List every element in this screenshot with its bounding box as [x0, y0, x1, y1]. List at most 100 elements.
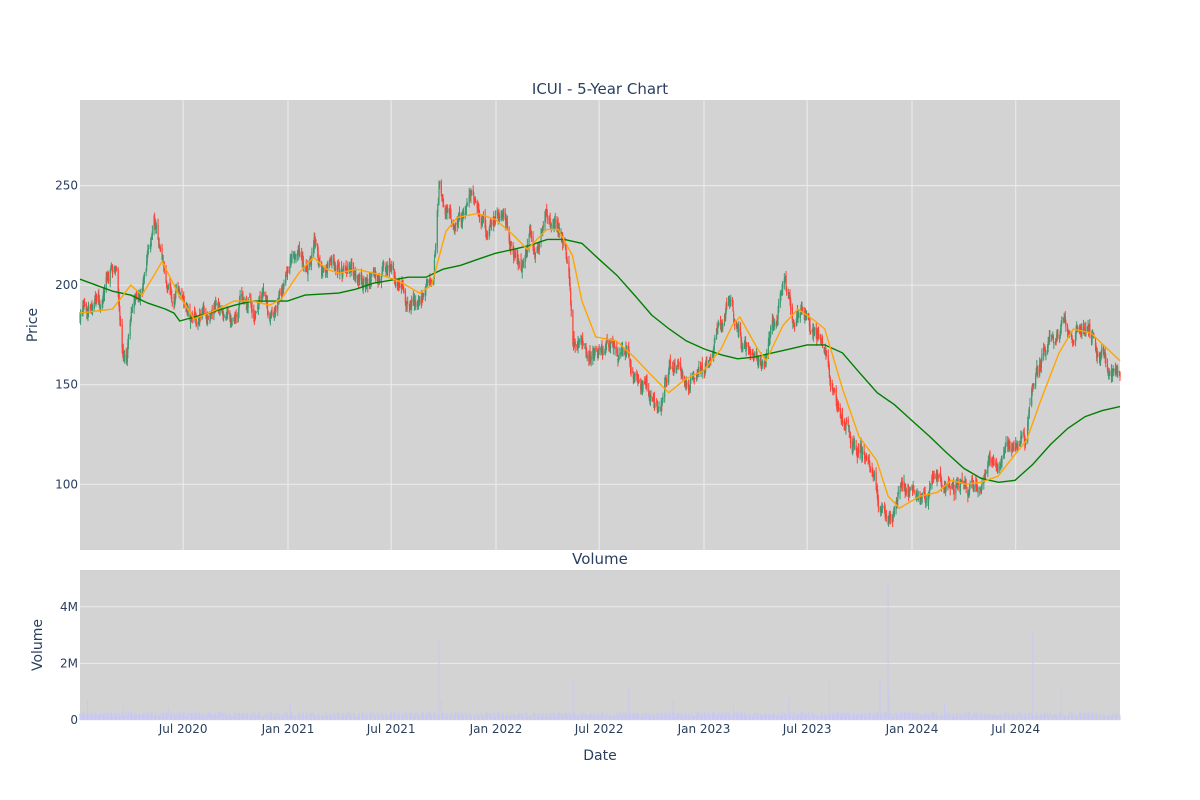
- price-candle-body: [742, 347, 744, 351]
- volume-bar: [971, 716, 973, 720]
- volume-bar: [1083, 713, 1085, 720]
- price-candle-body: [470, 190, 473, 192]
- volume-bar: [661, 716, 663, 720]
- price-candle-body: [510, 245, 512, 246]
- price-candle-body: [127, 342, 129, 353]
- price-candle-body: [454, 222, 457, 225]
- price-candle-body: [964, 481, 966, 484]
- volume-bar: [546, 712, 548, 720]
- price-candle-body: [658, 407, 660, 408]
- price-candle-body: [1024, 436, 1026, 444]
- volume-bar: [81, 713, 83, 720]
- price-candle-body: [837, 403, 840, 411]
- volume-bar: [215, 715, 217, 720]
- volume-bar: [289, 714, 291, 720]
- volume-bar: [509, 711, 511, 720]
- volume-bar: [1036, 714, 1038, 720]
- price-candle-body: [484, 215, 486, 229]
- price-candlesticks: [79, 179, 1121, 528]
- volume-bar: [225, 715, 227, 720]
- volume-bar: [281, 716, 283, 720]
- volume-bar: [89, 714, 91, 720]
- volume-bar: [1047, 712, 1049, 720]
- volume-bar: [808, 713, 810, 720]
- volume-bar: [912, 713, 914, 720]
- volume-bar: [367, 716, 369, 720]
- volume-bar: [386, 713, 388, 720]
- price-candle-body: [991, 457, 993, 464]
- price-candle-body: [478, 213, 481, 220]
- volume-bar: [953, 716, 955, 720]
- volume-bar: [376, 712, 378, 720]
- price-candle-body: [504, 209, 506, 220]
- price-candle-body: [542, 226, 544, 231]
- volume-bar: [1007, 713, 1009, 720]
- volume-bar: [668, 716, 670, 720]
- price-candle-body: [648, 389, 650, 397]
- price-candle-body: [856, 448, 858, 455]
- price-candle-body: [668, 366, 670, 375]
- price-candle-body: [103, 286, 106, 295]
- volume-bar: [1055, 713, 1057, 720]
- volume-bar: [729, 714, 731, 720]
- volume-bar: [721, 715, 723, 720]
- volume-bar: [1029, 712, 1031, 720]
- price-candle-body: [452, 223, 454, 227]
- volume-bar: [880, 712, 882, 720]
- price-candle-body: [1001, 458, 1003, 463]
- price-candle-body: [913, 485, 915, 492]
- volume-bar: [234, 713, 236, 720]
- price-candle-body: [625, 350, 628, 357]
- volume-bar: [617, 716, 619, 720]
- price-candle-body: [955, 479, 958, 486]
- volume-bar: [574, 714, 576, 720]
- volume-bar: [403, 712, 405, 720]
- volume-bar: [690, 713, 692, 720]
- price-candle-body: [828, 368, 830, 378]
- volume-bar: [179, 713, 181, 720]
- price-candle-body: [335, 268, 337, 271]
- volume-bar: [939, 716, 941, 720]
- volume-bar: [428, 711, 430, 720]
- price-candle-body: [754, 353, 756, 357]
- volume-bar: [658, 715, 660, 720]
- volume-bar: [597, 712, 599, 720]
- volume-bar: [1081, 714, 1083, 720]
- price-candle-body: [601, 346, 603, 351]
- volume-bar: [513, 713, 515, 720]
- price-plot-background: [80, 100, 1120, 550]
- volume-bar: [165, 712, 167, 720]
- volume-bar: [1075, 714, 1077, 720]
- volume-bar: [86, 700, 88, 720]
- volume-bar: [1101, 716, 1103, 720]
- volume-bar: [758, 714, 760, 720]
- price-candle-body: [566, 256, 568, 262]
- volume-bar: [716, 714, 718, 720]
- price-candle-body: [604, 347, 607, 354]
- volume-bar: [637, 716, 639, 720]
- price-candle-body: [437, 204, 439, 212]
- volume-bar: [708, 712, 710, 720]
- volume-bar: [285, 711, 287, 720]
- price-candle-body: [159, 245, 161, 247]
- price-candle-body: [916, 492, 918, 494]
- price-candle-body: [139, 292, 142, 302]
- volume-bar: [159, 714, 161, 720]
- volume-bar: [537, 713, 539, 720]
- volume-bar: [201, 713, 203, 720]
- volume-bar: [459, 716, 461, 720]
- volume-bar: [525, 712, 527, 720]
- volume-bar: [122, 715, 124, 720]
- volume-bar: [472, 716, 474, 720]
- volume-bar: [127, 712, 129, 720]
- price-candle-body: [1068, 330, 1070, 334]
- price-candle-body: [997, 469, 999, 471]
- volume-bar: [1015, 716, 1017, 720]
- price-candle-body: [218, 304, 220, 308]
- volume-bar: [287, 715, 289, 720]
- volume-bar: [131, 712, 133, 720]
- price-candle-body: [853, 439, 855, 445]
- price-candle-body: [621, 348, 624, 350]
- volume-bar: [824, 715, 826, 720]
- volume-bar: [481, 713, 483, 720]
